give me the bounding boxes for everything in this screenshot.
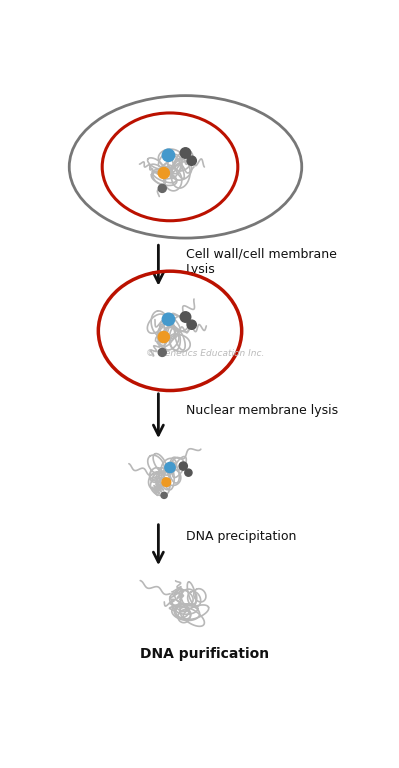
Ellipse shape [158,167,170,178]
Ellipse shape [158,349,166,356]
Ellipse shape [162,149,175,161]
Ellipse shape [69,96,302,238]
Ellipse shape [180,312,191,323]
Text: DNA precipitation: DNA precipitation [186,530,296,543]
Ellipse shape [162,478,171,486]
Ellipse shape [158,184,166,193]
Text: DNA purification: DNA purification [140,647,269,661]
Ellipse shape [162,313,175,326]
Ellipse shape [180,147,191,158]
Ellipse shape [185,469,192,476]
Text: Cell wall/cell membrane
Lysis: Cell wall/cell membrane Lysis [186,247,336,276]
Ellipse shape [158,332,170,343]
Ellipse shape [161,492,167,498]
Text: © Genetics Education Inc.: © Genetics Education Inc. [146,349,264,359]
Ellipse shape [187,156,196,165]
Ellipse shape [187,320,196,329]
Ellipse shape [179,462,188,470]
Text: Nuclear membrane lysis: Nuclear membrane lysis [186,404,338,417]
Ellipse shape [165,462,175,472]
